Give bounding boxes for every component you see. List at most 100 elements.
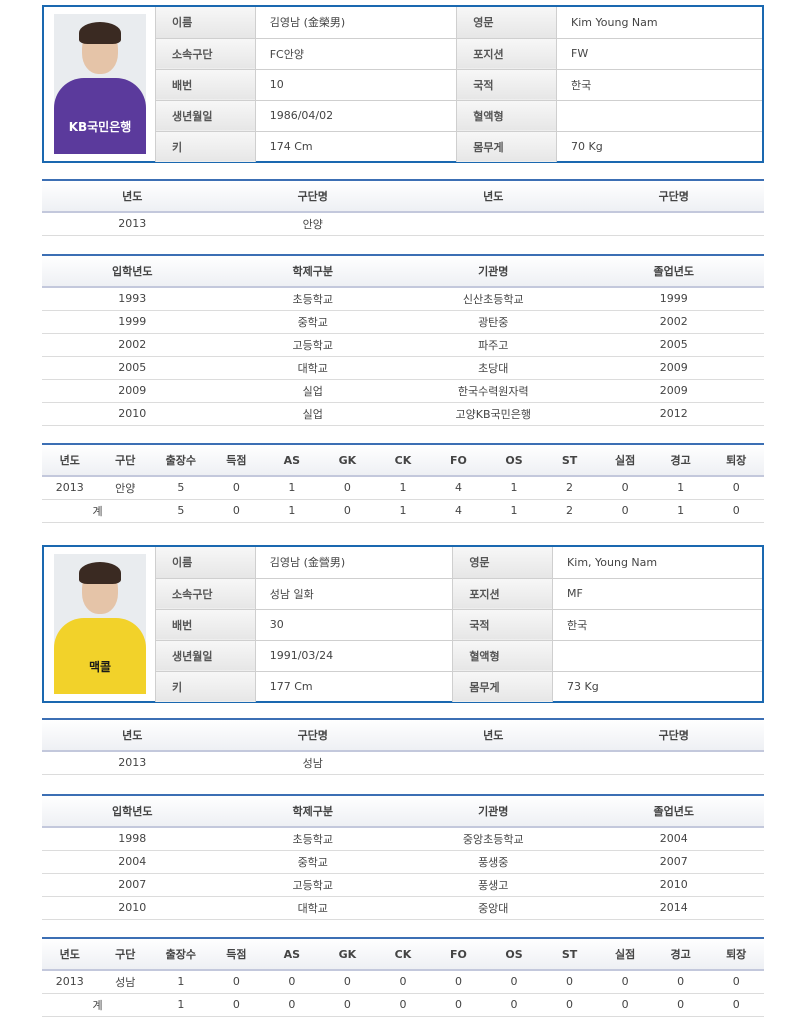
header-row: 년도 구단 출장수 득점 AS GK CK FO OS ST 실점 경고 퇴장 [42, 444, 764, 477]
column-header: 학제구분 [222, 255, 403, 288]
table-row: 2013 안양 [42, 212, 764, 236]
table-cell: 0 [708, 476, 764, 500]
column-header: 득점 [208, 444, 265, 477]
stats-table: 년도 구단 출장수 득점 AS GK CK FO OS ST 실점 경고 퇴장 2013 성남 1 0 0 0 0 0 0… [42, 937, 764, 1017]
table-cell: 2010 [583, 873, 764, 897]
table-cell: 0 [597, 476, 653, 500]
column-header: 년도 [42, 719, 223, 752]
column-header: ST [541, 938, 598, 971]
table-cell: 신산초등학교 [403, 287, 584, 311]
table-cell: 1 [375, 476, 431, 500]
table-cell: 5 [153, 476, 209, 500]
field-value: 김영남 (金榮男) [254, 7, 457, 39]
table-cell: 0 [486, 993, 542, 1017]
sponsor-logo: 맥콜 [88, 660, 112, 674]
column-header: GK [319, 444, 376, 477]
table-row: 2013 안양 5 0 1 0 1 4 1 2 0 1 0 [42, 476, 764, 500]
table-cell: 2002 [583, 310, 764, 334]
hair [79, 22, 121, 44]
table-row: 2013 성남 1 0 0 0 0 0 0 0 0 0 0 [42, 970, 764, 994]
column-header: OS [486, 444, 542, 477]
table-cell: 실업 [222, 379, 403, 403]
field-label: 영문 [456, 7, 557, 39]
column-header: 년도 [403, 719, 584, 752]
table-cell: 0 [319, 970, 376, 994]
table-cell: 2007 [583, 850, 764, 874]
table-cell: 2014 [583, 896, 764, 920]
field-label: 몸무게 [452, 671, 553, 702]
column-header: 구단명 [583, 719, 764, 752]
table-cell: 0 [708, 499, 764, 523]
table-cell: 2013 [42, 476, 98, 500]
table-cell: 풍생고 [403, 873, 584, 897]
profile-row: 소속구단 성남 일화 포지션 MF [155, 578, 762, 610]
column-header: 년도 [42, 444, 98, 477]
table-cell: 고등학교 [222, 333, 403, 357]
table-cell: 1 [153, 970, 209, 994]
column-header: FO [430, 938, 487, 971]
table-cell: 한국수력원자력 [403, 379, 584, 403]
table-cell [583, 212, 764, 236]
shirt [54, 78, 146, 154]
column-header: 입학년도 [42, 795, 223, 828]
profile-row: 배번 30 국적 한국 [155, 609, 762, 641]
table-cell: 1993 [42, 287, 223, 311]
field-value: 174 Cm [254, 131, 457, 162]
table-cell: 1 [264, 499, 320, 523]
table-cell: 1 [486, 499, 542, 523]
table-cell: 2013 [42, 212, 223, 236]
header-row: 년도 구단명 년도 구단명 [42, 180, 764, 213]
column-header: 년도 [42, 938, 98, 971]
table-cell [403, 212, 584, 236]
table-row: 2010 대학교 중앙대 2014 [42, 896, 764, 920]
table-cell: 0 [375, 970, 431, 994]
column-header: 년도 [42, 180, 223, 213]
field-value: 177 Cm [254, 671, 453, 702]
table-cell: 0 [597, 499, 653, 523]
field-label: 배번 [155, 69, 256, 101]
table-cell: 고등학교 [222, 873, 403, 897]
column-header: CK [375, 444, 431, 477]
table-cell: 2013 [42, 970, 98, 994]
table-cell: 0 [319, 499, 376, 523]
table-cell: 광탄중 [403, 310, 584, 334]
column-header: CK [375, 938, 431, 971]
field-value: 1986/04/02 [254, 100, 457, 132]
table-cell: 0 [208, 993, 265, 1017]
field-value: 70 Kg [556, 131, 762, 162]
field-value: FC안양 [254, 38, 457, 70]
header-row: 년도 구단 출장수 득점 AS GK CK FO OS ST 실점 경고 퇴장 [42, 938, 764, 971]
total-label: 계 [42, 499, 154, 523]
column-header: 구단명 [222, 180, 403, 213]
table-cell: 2013 [42, 751, 223, 775]
table-cell: 초등학교 [222, 827, 403, 851]
field-label: 소속구단 [155, 38, 256, 70]
table-cell: 안양 [97, 476, 154, 500]
table-cell: 2012 [583, 402, 764, 426]
table-cell: 0 [319, 476, 376, 500]
table-cell: 2002 [42, 333, 223, 357]
field-label: 키 [155, 671, 256, 702]
table-cell: 0 [652, 993, 709, 1017]
profile-row: 소속구단 FC안양 포지션 FW [155, 38, 762, 70]
field-value: Kim, Young Nam [552, 547, 762, 579]
column-header: 퇴장 [708, 938, 764, 971]
table-cell: 2010 [42, 896, 223, 920]
table-cell: 2007 [42, 873, 223, 897]
table-cell: 4 [430, 476, 487, 500]
field-value: Kim Young Nam [556, 7, 762, 39]
table-row: 2010 실업 고양KB국민은행 2012 [42, 402, 764, 426]
column-header: 입학년도 [42, 255, 223, 288]
field-label: 국적 [452, 609, 553, 641]
profile-row: 이름 김영남 (金榮男) 영문 Kim Young Nam [155, 7, 762, 39]
column-header: 기관명 [403, 795, 584, 828]
field-label: 포지션 [452, 578, 553, 610]
field-value [552, 640, 762, 672]
table-cell: 실업 [222, 402, 403, 426]
table-cell: 0 [708, 993, 764, 1017]
table-cell: 고양KB국민은행 [403, 402, 584, 426]
table-row: 2005 대학교 초당대 2009 [42, 356, 764, 380]
field-label: 포지션 [456, 38, 557, 70]
